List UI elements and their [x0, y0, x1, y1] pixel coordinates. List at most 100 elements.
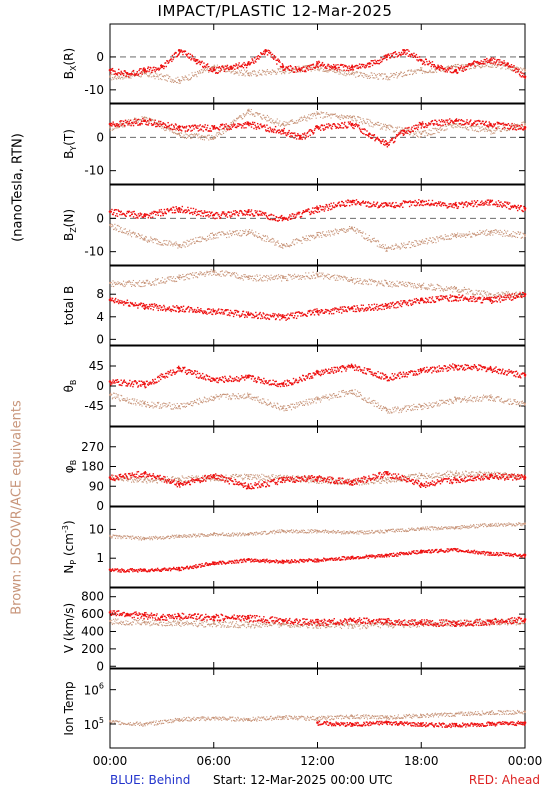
point-v-ahead-8: [316, 620, 319, 624]
ytick-label-btot-1: 4: [96, 310, 104, 324]
point-bx-ace-12: [524, 69, 526, 72]
point-bz-ace-1: [143, 237, 146, 240]
point-theta-ahead-12: [523, 373, 527, 377]
ytick-label-by-0: 0: [96, 130, 104, 144]
ytick-label-bz-0: 0: [96, 211, 104, 225]
ytick-label-bx-0: 0: [96, 50, 104, 64]
point-bz-ace-8: [385, 247, 388, 250]
xtick-label-0: 00:00: [93, 754, 128, 768]
point-theta-ace-11: [489, 396, 492, 399]
series-phi-ahead: [108, 470, 527, 490]
ytick-label-v-0: 800: [81, 590, 104, 604]
point-theta-ace-1: [143, 402, 146, 405]
ylabel-phi: φB: [62, 460, 78, 473]
ylabel-bz: BZ(N): [62, 209, 78, 241]
panel-frame-theta: [109, 345, 526, 427]
point-bz-ace-0: [109, 224, 111, 226]
ylabel-by: BY(T): [62, 129, 78, 159]
ylabel-btot: total B: [62, 286, 76, 326]
ylabel-theta: θB: [62, 380, 78, 393]
ytick-label-phi-1: 180: [81, 460, 104, 474]
point-btot-ace-9: [420, 284, 423, 287]
ytick-label-np-0: 10: [89, 522, 104, 536]
ytick-label-theta-0: 45: [89, 359, 104, 373]
point-bx-ahead-12: [316, 62, 319, 65]
ytick-label-v-2: 400: [81, 624, 104, 638]
point-btot-ahead-1: [143, 304, 146, 307]
series-np-ahead: [108, 547, 527, 573]
point-theta-ace-0: [109, 393, 111, 396]
point-bx-ahead-16: [385, 55, 388, 59]
point-theta-ace-7: [351, 389, 354, 392]
point-bx-ace-10: [454, 65, 457, 68]
point-phi-ace-4: [247, 475, 250, 478]
ytick-label-temp-1: 105: [84, 716, 104, 732]
point-phi-ahead-0: [108, 476, 112, 479]
chart-title: IMPACT/PLASTIC 12-Mar-2025: [157, 2, 393, 20]
panel-frame-np: [109, 506, 526, 588]
footer-red-label: RED: Ahead: [468, 773, 540, 787]
ytick-label-theta-1: 0: [96, 379, 104, 393]
series-btot-ahead: [108, 291, 527, 321]
point-btot-ace-3: [212, 270, 215, 273]
series-theta-ace: [109, 389, 526, 414]
footer-start-label: Start: 12-Mar-2025 00:00 UTC: [213, 773, 393, 787]
point-btot-ahead-11: [489, 298, 492, 302]
point-bx-ace-0: [109, 75, 111, 78]
xtick-label-4: 00:00: [508, 754, 543, 768]
ytick-label-bz-1: -10: [84, 245, 104, 259]
series-theta-ahead: [108, 363, 527, 389]
ytick-label-v-3: 200: [81, 642, 104, 656]
series-np-ace: [109, 522, 526, 541]
point-btot-ace-5: [281, 276, 284, 279]
panel-frame-by: [109, 103, 526, 185]
point-phi-ahead-12: [523, 476, 527, 479]
point-v-ace-3: [212, 622, 215, 625]
point-bz-ace-12: [524, 234, 526, 236]
point-v-ace-4: [247, 623, 250, 626]
point-theta-ace-10: [454, 398, 457, 401]
point-v-ahead-14: [523, 618, 527, 621]
point-bz-ace-4: [247, 230, 250, 233]
series-v-ahead: [108, 610, 527, 628]
ytick-label-v-4: 0: [96, 659, 104, 673]
ytick-label-btot-2: 8: [96, 287, 104, 301]
series-temp-ahead: [316, 720, 527, 729]
ytick-label-phi-3: 0: [96, 499, 104, 513]
ylabel-temp: Ion Temp: [62, 681, 76, 735]
panel-frame-bz: [109, 184, 526, 266]
ytick-label-by-1: -10: [84, 164, 104, 178]
footer-blue-label: BLUE: Behind: [110, 773, 191, 787]
series-bz-ahead: [108, 199, 527, 222]
point-theta-ace-4: [247, 393, 250, 396]
series-bx-ahead: [108, 49, 527, 79]
ytick-label-v-1: 600: [81, 607, 104, 621]
point-temp-ahead-0: [316, 721, 319, 724]
point-bz-ace-11: [489, 230, 492, 233]
point-bz-ace-10: [454, 234, 457, 236]
point-by-ace-0: [109, 126, 111, 129]
series-by-ahead: [108, 117, 527, 148]
point-phi-ace-2: [178, 477, 181, 480]
ylabel-v: V (km/s): [62, 603, 76, 653]
ylabel-np: NP (cm-3): [61, 520, 78, 573]
series-bz-ace: [109, 223, 526, 252]
point-np-ace-0: [109, 534, 111, 537]
xtick-label-3: 18:00: [404, 754, 439, 768]
ylabel-bx: BX(R): [62, 48, 78, 79]
point-phi-ace-10: [454, 472, 457, 475]
point-by-ace-8: [385, 126, 388, 129]
units-label: (nanoTesla, RTN): [10, 133, 26, 242]
panel-frame-temp: [109, 668, 526, 749]
ytick-label-np-1: 1: [96, 551, 104, 565]
ytick-label-phi-0: 270: [81, 440, 104, 454]
ytick-label-bx-1: -10: [84, 83, 104, 97]
point-by-ace-12: [524, 123, 526, 125]
ace-legend-label: Brown: DSCOVR/ACE equivalents: [9, 400, 25, 615]
point-temp-ace-2: [178, 717, 181, 720]
ytick-label-theta-2: -45: [84, 399, 104, 413]
ytick-label-temp-0: 106: [84, 682, 104, 698]
panel-frame-phi: [109, 426, 526, 507]
point-btot-ace-6: [316, 273, 319, 276]
